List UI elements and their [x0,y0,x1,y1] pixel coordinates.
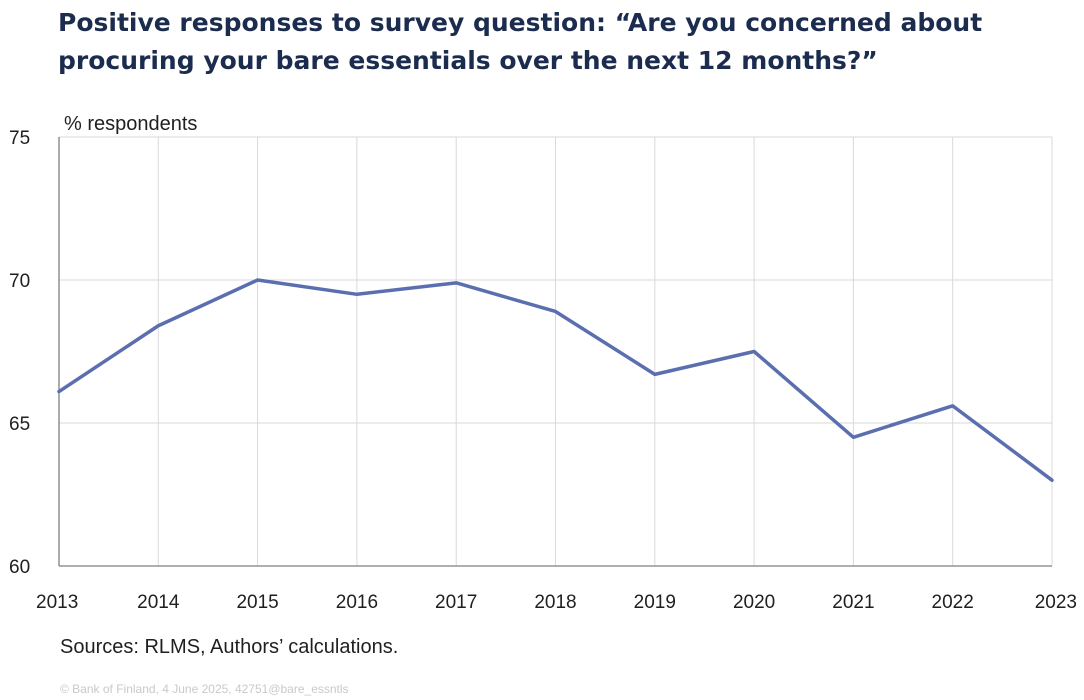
source-note: Sources: RLMS, Authors’ calculations. [60,636,399,658]
x-tick-label-2020: 2020 [733,592,775,613]
x-tick-label-2014: 2014 [137,592,180,613]
grid-layer [59,136,1053,566]
footer-note: © Bank of Finland, 4 June 2025, 42751@ba… [60,682,349,696]
x-tick-label-2016: 2016 [336,592,378,613]
x-tick-label-2021: 2021 [832,592,874,613]
axis-layer [58,137,1052,567]
x-tick-labels: 2013 2014 2015 2016 2017 2018 2019 2020 2021 2022… [36,592,1077,613]
y-tick-label-60: 60 [9,557,30,578]
series-layer [57,278,1054,482]
x-tick-label-2015: 2015 [236,592,278,613]
x-tick-label-2022: 2022 [932,592,974,613]
y-tick-labels: 60 65 70 75 [9,128,30,578]
x-tick-label-2018: 2018 [534,592,576,613]
y-tick-label-70: 70 [9,271,30,292]
y-tick-label-75: 75 [9,128,30,149]
x-tick-label-2019: 2019 [634,592,676,613]
x-tick-label-2017: 2017 [435,592,477,613]
x-tick-label-2023: 2023 [1035,592,1077,613]
y-axis-label: % respondents [64,113,197,135]
chart-title: Positive responses to survey question: “… [58,8,983,75]
x-tick-label-2013: 2013 [36,592,78,613]
y-tick-label-65: 65 [9,414,30,435]
